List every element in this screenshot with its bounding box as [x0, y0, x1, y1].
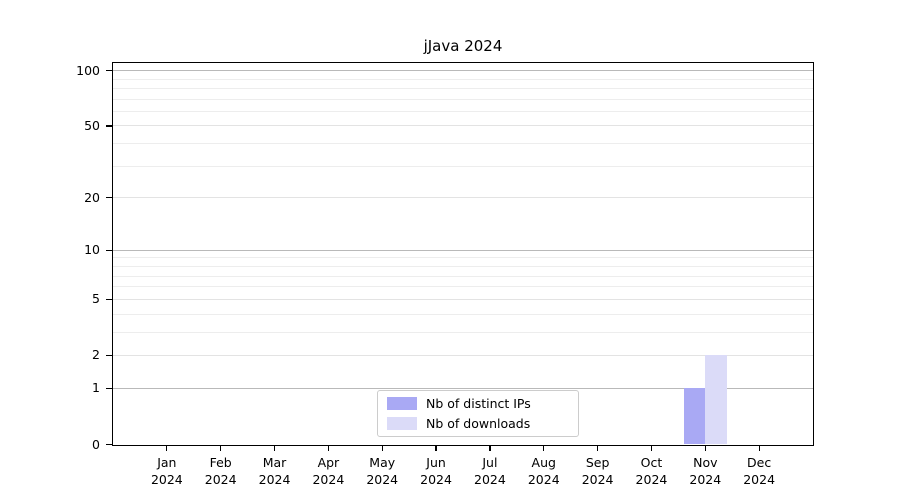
- x-tick-label-aug: Aug 2024: [527, 454, 560, 487]
- gridline-y-40: [113, 143, 813, 145]
- y-tick-10: [106, 249, 113, 251]
- x-tick-label-may: May 2024: [366, 454, 399, 487]
- y-tick-50: [106, 125, 113, 127]
- chart-title: jJava 2024: [423, 37, 503, 55]
- y-tick-label-2: 2: [92, 347, 100, 363]
- gridline-y-100: [113, 70, 813, 72]
- y-tick-0: [106, 443, 113, 446]
- legend-label-1: Nb of downloads: [426, 416, 531, 431]
- x-tick-aug: [543, 444, 545, 451]
- y-tick-label-100: 100: [76, 62, 100, 78]
- gridline-y-90: [113, 78, 813, 80]
- x-tick-apr: [327, 444, 330, 451]
- gridline-y-2: [113, 354, 813, 356]
- gridline-y-50: [113, 125, 813, 127]
- y-tick-1: [106, 387, 113, 389]
- x-tick-label-jan: Jan 2024: [150, 454, 183, 487]
- gridline-y-3: [113, 331, 813, 333]
- x-tick-label-nov: Nov 2024: [689, 454, 722, 487]
- x-tick-mar: [273, 444, 276, 451]
- x-tick-label-jul: Jul 2024: [474, 454, 506, 487]
- x-tick-sep: [596, 444, 599, 451]
- x-tick-label-oct: Oct 2024: [635, 454, 668, 487]
- y-tick-label-10: 10: [84, 242, 100, 258]
- gridline-y-7: [113, 275, 813, 277]
- gridline-y-60: [113, 110, 813, 112]
- y-tick-label-50: 50: [84, 117, 100, 133]
- x-tick-label-apr: Apr 2024: [312, 454, 345, 487]
- gridline-y-70: [113, 98, 813, 100]
- x-tick-may: [381, 444, 383, 451]
- plot-area: [113, 63, 813, 445]
- gridline-y-10: [113, 249, 813, 251]
- gridline-y-9: [113, 257, 813, 259]
- legend-swatch-0: [387, 397, 417, 410]
- legend-item-0: Nb of distinct IPs: [387, 396, 569, 411]
- y-tick-label-20: 20: [84, 189, 100, 205]
- x-tick-label-dec: Dec 2024: [743, 454, 776, 487]
- y-tick-5: [106, 298, 113, 300]
- x-tick-nov: [704, 444, 706, 451]
- x-tick-jan: [166, 444, 168, 451]
- legend-swatch-1: [387, 417, 417, 430]
- gridline-y-8: [113, 265, 813, 267]
- x-tick-label-sep: Sep 2024: [581, 454, 614, 487]
- x-tick-label-mar: Mar 2024: [258, 454, 291, 487]
- bar-nov-distinct-ips: [683, 388, 706, 445]
- x-tick-oct: [650, 444, 653, 451]
- gridline-y-20: [113, 197, 813, 199]
- x-tick-jul: [489, 444, 491, 451]
- gridline-y-4: [113, 313, 813, 315]
- x-tick-dec: [758, 444, 760, 451]
- gridline-y-30: [113, 165, 813, 167]
- y-tick-label-0: 0: [92, 436, 100, 452]
- x-tick-label-feb: Feb 2024: [204, 454, 237, 487]
- y-tick-100: [106, 69, 113, 72]
- y-tick-label-5: 5: [92, 291, 100, 307]
- gridline-y-1: [113, 387, 813, 389]
- y-tick-label-1: 1: [92, 380, 100, 396]
- legend: Nb of distinct IPs Nb of downloads: [377, 390, 579, 437]
- x-tick-label-jun: Jun 2024: [420, 454, 452, 487]
- y-tick-20: [106, 197, 113, 199]
- bar-nov-downloads: [705, 355, 727, 445]
- x-tick-feb: [220, 444, 222, 451]
- legend-label-0: Nb of distinct IPs: [426, 396, 531, 411]
- gridline-y-6: [113, 286, 813, 288]
- x-tick-jun: [435, 444, 437, 451]
- legend-item-1: Nb of downloads: [387, 416, 569, 431]
- y-tick-2: [106, 354, 113, 357]
- gridline-y-80: [113, 87, 813, 89]
- gridline-y-5: [113, 298, 813, 300]
